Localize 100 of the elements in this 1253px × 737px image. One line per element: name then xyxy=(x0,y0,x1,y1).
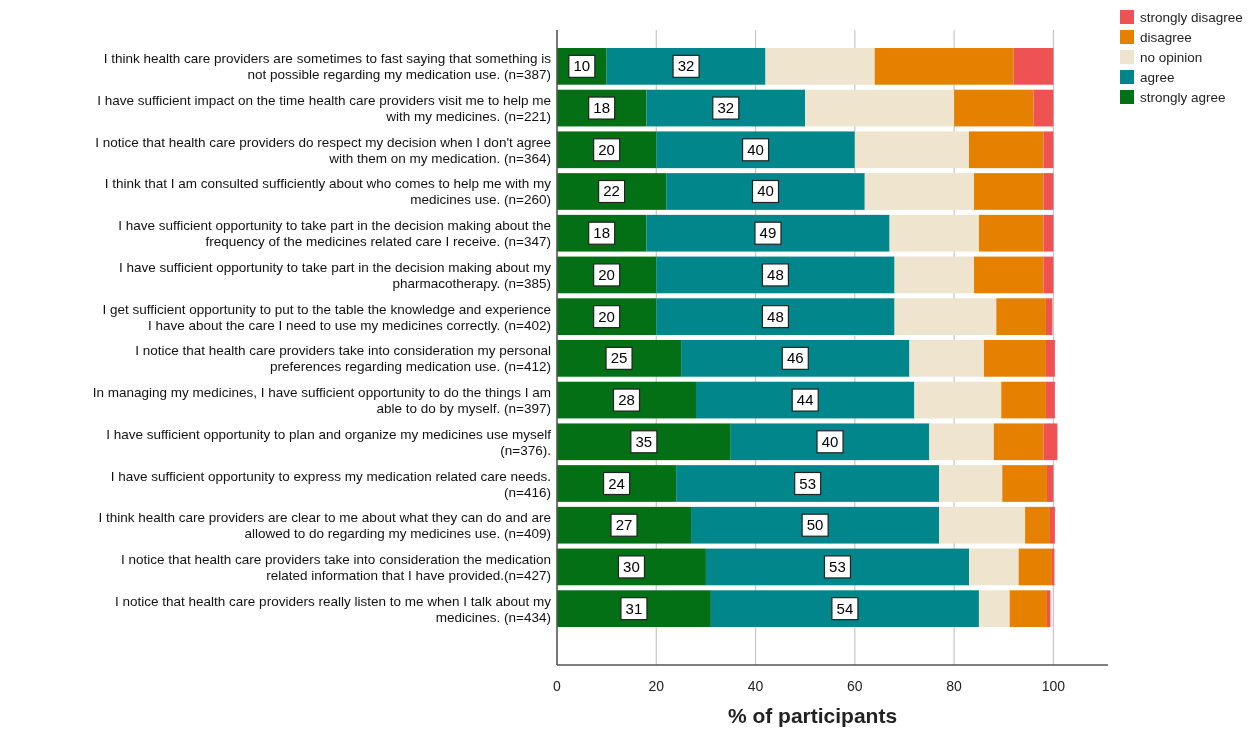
bar xyxy=(1043,214,1054,252)
y-tick-label: I get sufficient opportunity to put to the table the knowledge and experience I have about the care I need to use my medicines correctly. (n=402) xyxy=(102,301,551,333)
bar xyxy=(1013,48,1054,85)
bar xyxy=(705,548,970,586)
bar xyxy=(973,256,1044,294)
bar xyxy=(973,173,1044,210)
data-label: 53 xyxy=(829,557,846,575)
y-tick-label: I think health care providers are sometimes to fast saying that something is not possible regarding my medication use. (n=387) xyxy=(103,51,552,83)
data-label: 25 xyxy=(610,349,628,367)
bar xyxy=(983,340,1046,377)
legend-label: agree xyxy=(1140,70,1175,85)
bar xyxy=(681,340,910,377)
bar xyxy=(646,89,806,127)
bar xyxy=(874,48,1014,85)
data-label: 35 xyxy=(635,432,653,450)
bar xyxy=(864,173,974,210)
data-label: 30 xyxy=(623,557,640,575)
data-label: 20 xyxy=(598,307,615,325)
bar xyxy=(730,423,930,461)
data-label: 40 xyxy=(821,432,839,450)
bar xyxy=(1043,423,1058,461)
bar xyxy=(1043,256,1054,294)
x-axis-title: % of participants xyxy=(727,704,898,727)
y-tick-label: I notice that health care providers do respect my decision when I don't agree with them on my medication. (n=364) xyxy=(95,134,551,166)
bar xyxy=(969,548,1019,586)
bar xyxy=(889,214,979,252)
data-label: 40 xyxy=(757,182,774,200)
legend-label: strongly agree xyxy=(1140,90,1226,105)
legend-label: strongly disagree xyxy=(1140,10,1243,25)
bar xyxy=(691,506,940,544)
bar xyxy=(1001,381,1046,419)
bar xyxy=(993,423,1044,461)
y-tick-label: I have sufficient opportunity to plan and organize my medicines use myself (n=376). xyxy=(106,426,552,458)
data-label: 18 xyxy=(593,99,611,117)
bar xyxy=(1043,131,1054,169)
bar xyxy=(894,256,974,294)
data-label: 10 xyxy=(573,57,591,75)
bar xyxy=(646,214,890,252)
bar xyxy=(1009,590,1047,627)
bar xyxy=(1049,506,1055,544)
y-tick-label: I think that I am consulted sufficiently about who comes to help me with my medicines use. (n=260) xyxy=(104,176,552,208)
data-label: 44 xyxy=(796,391,814,409)
bar xyxy=(676,465,940,502)
bar xyxy=(996,298,1046,335)
data-label: 50 xyxy=(806,516,824,534)
data-label: 32 xyxy=(717,99,735,117)
bar xyxy=(909,340,984,377)
data-label: 48 xyxy=(767,265,784,283)
data-label: 22 xyxy=(603,182,620,200)
bar xyxy=(557,423,731,461)
bar xyxy=(854,131,970,169)
y-tick-label: I have sufficient opportunity to take part in the decision making about my pharmacotherapy. (n=385) xyxy=(119,259,552,291)
bar xyxy=(656,298,895,335)
legend-label: disagree xyxy=(1140,30,1192,45)
data-label: 28 xyxy=(618,391,635,409)
bar xyxy=(1046,465,1054,502)
x-tick-label: 0 xyxy=(553,678,562,694)
data-label: 31 xyxy=(625,599,643,617)
data-label: 18 xyxy=(593,224,611,242)
bar xyxy=(939,465,1003,502)
data-label: 32 xyxy=(677,57,695,75)
bar xyxy=(969,131,1044,169)
bar xyxy=(710,590,979,627)
x-tick-label: 100 xyxy=(1041,678,1066,694)
y-tick-label: I have sufficient opportunity to take part in the decision making about the frequency of the medicines related care I receive. (n=347) xyxy=(118,218,551,250)
bar xyxy=(954,89,1034,127)
y-tick-label: I have sufficient impact on the time health care providers visit me to help me with my medicines. (n=221) xyxy=(97,93,551,125)
data-label: 40 xyxy=(747,140,764,158)
bar xyxy=(894,298,997,335)
bar xyxy=(1045,298,1053,335)
bar xyxy=(1045,340,1055,377)
bar xyxy=(978,590,1010,627)
data-label: 46 xyxy=(786,349,804,367)
data-label: 20 xyxy=(598,140,615,158)
x-tick-label: 20 xyxy=(648,678,665,694)
legend-label: no opinion xyxy=(1140,50,1203,65)
bar xyxy=(914,381,1002,419)
y-tick-label: I think health care providers are clear to me about what they can do and are allowed to do regarding my medicines use. (n=409) xyxy=(98,510,551,542)
data-label: 20 xyxy=(598,265,615,283)
bar xyxy=(929,423,994,461)
bar xyxy=(765,48,875,85)
bar xyxy=(978,214,1044,252)
bar xyxy=(939,506,1026,544)
y-tick-label: I notice that health care providers take into consideration my personal preferences regarding medication use. (n=412) xyxy=(135,343,551,375)
bar xyxy=(656,131,855,169)
bar xyxy=(1002,465,1047,502)
x-tick-label: 80 xyxy=(946,678,963,694)
bar xyxy=(656,256,895,294)
y-tick-label: I notice that health care providers really listen to me when I talk about my medicines. (n=434) xyxy=(115,593,552,625)
data-label: 54 xyxy=(836,599,854,617)
bar xyxy=(695,381,915,419)
bar xyxy=(1018,548,1052,586)
x-tick-label: 40 xyxy=(747,678,764,694)
bar xyxy=(1045,381,1055,419)
bar xyxy=(805,89,955,127)
data-label: 49 xyxy=(759,224,777,242)
data-label: 27 xyxy=(615,516,633,534)
bar xyxy=(1025,506,1050,544)
bar xyxy=(1033,89,1054,127)
y-tick-label: I notice that health care providers take into consideration the medication related information that I have provided.(n=427) xyxy=(120,551,551,583)
